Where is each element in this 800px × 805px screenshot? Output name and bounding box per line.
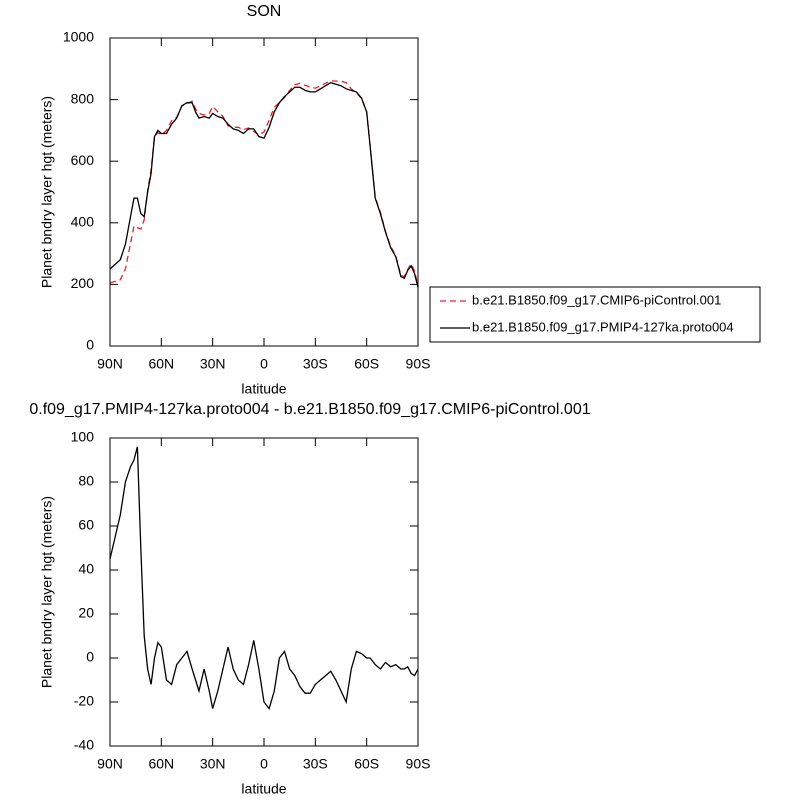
- x-tick-label: 60N: [148, 756, 174, 772]
- x-tick-label: 30N: [200, 356, 226, 372]
- x-tick-label: 60N: [148, 356, 174, 372]
- y-tick-label: 1000: [63, 29, 94, 45]
- x-tick-label: 90N: [97, 356, 123, 372]
- x-tick-label: 90N: [97, 756, 123, 772]
- x-axis-label: latitude: [241, 381, 286, 397]
- y-tick-label: 0: [86, 649, 94, 665]
- x-tick-label: 30S: [303, 356, 328, 372]
- x-tick-label: 60S: [354, 756, 379, 772]
- x-tick-label: 30S: [303, 756, 328, 772]
- data-line: [109, 446, 419, 711]
- y-tick-label: 80: [78, 473, 94, 489]
- legend-label: b.e21.B1850.f09_g17.CMIP6-piControl.001: [472, 292, 721, 307]
- x-axis-label: latitude: [241, 781, 286, 797]
- plot-frame: [109, 437, 419, 747]
- x-tick-label: 90S: [406, 356, 431, 372]
- plot-frame: [109, 37, 419, 347]
- y-tick-label: 800: [71, 90, 95, 106]
- x-tick-label: 0: [260, 756, 268, 772]
- y-tick-label: 400: [71, 214, 95, 230]
- legend-box: [429, 286, 761, 343]
- chart-title: 0.f09_g17.PMIP4-127ka.proto004 - b.e21.B…: [29, 401, 590, 418]
- y-tick-label: -20: [74, 693, 94, 709]
- y-tick-label: 600: [71, 152, 95, 168]
- y-tick-label: 20: [78, 605, 94, 621]
- y-tick-label: -40: [74, 737, 94, 753]
- y-tick-label: 40: [78, 561, 94, 577]
- chart-title: SON: [247, 3, 282, 20]
- y-axis-label: Planet bndry layer hgt (meters): [39, 96, 55, 288]
- data-line: [109, 81, 419, 288]
- x-tick-label: 60S: [354, 356, 379, 372]
- y-tick-label: 100: [71, 429, 95, 445]
- x-tick-label: 0: [260, 356, 268, 372]
- y-tick-label: 200: [71, 275, 95, 291]
- x-tick-label: 90S: [406, 756, 431, 772]
- data-line: [109, 80, 419, 287]
- legend-label: b.e21.B1850.f09_g17.PMIP4-127ka.proto004: [472, 319, 734, 334]
- x-tick-label: 30N: [200, 756, 226, 772]
- y-axis-label: Planet bndry layer hgt (meters): [39, 496, 55, 688]
- y-tick-label: 0: [86, 337, 94, 353]
- y-tick-label: 60: [78, 517, 94, 533]
